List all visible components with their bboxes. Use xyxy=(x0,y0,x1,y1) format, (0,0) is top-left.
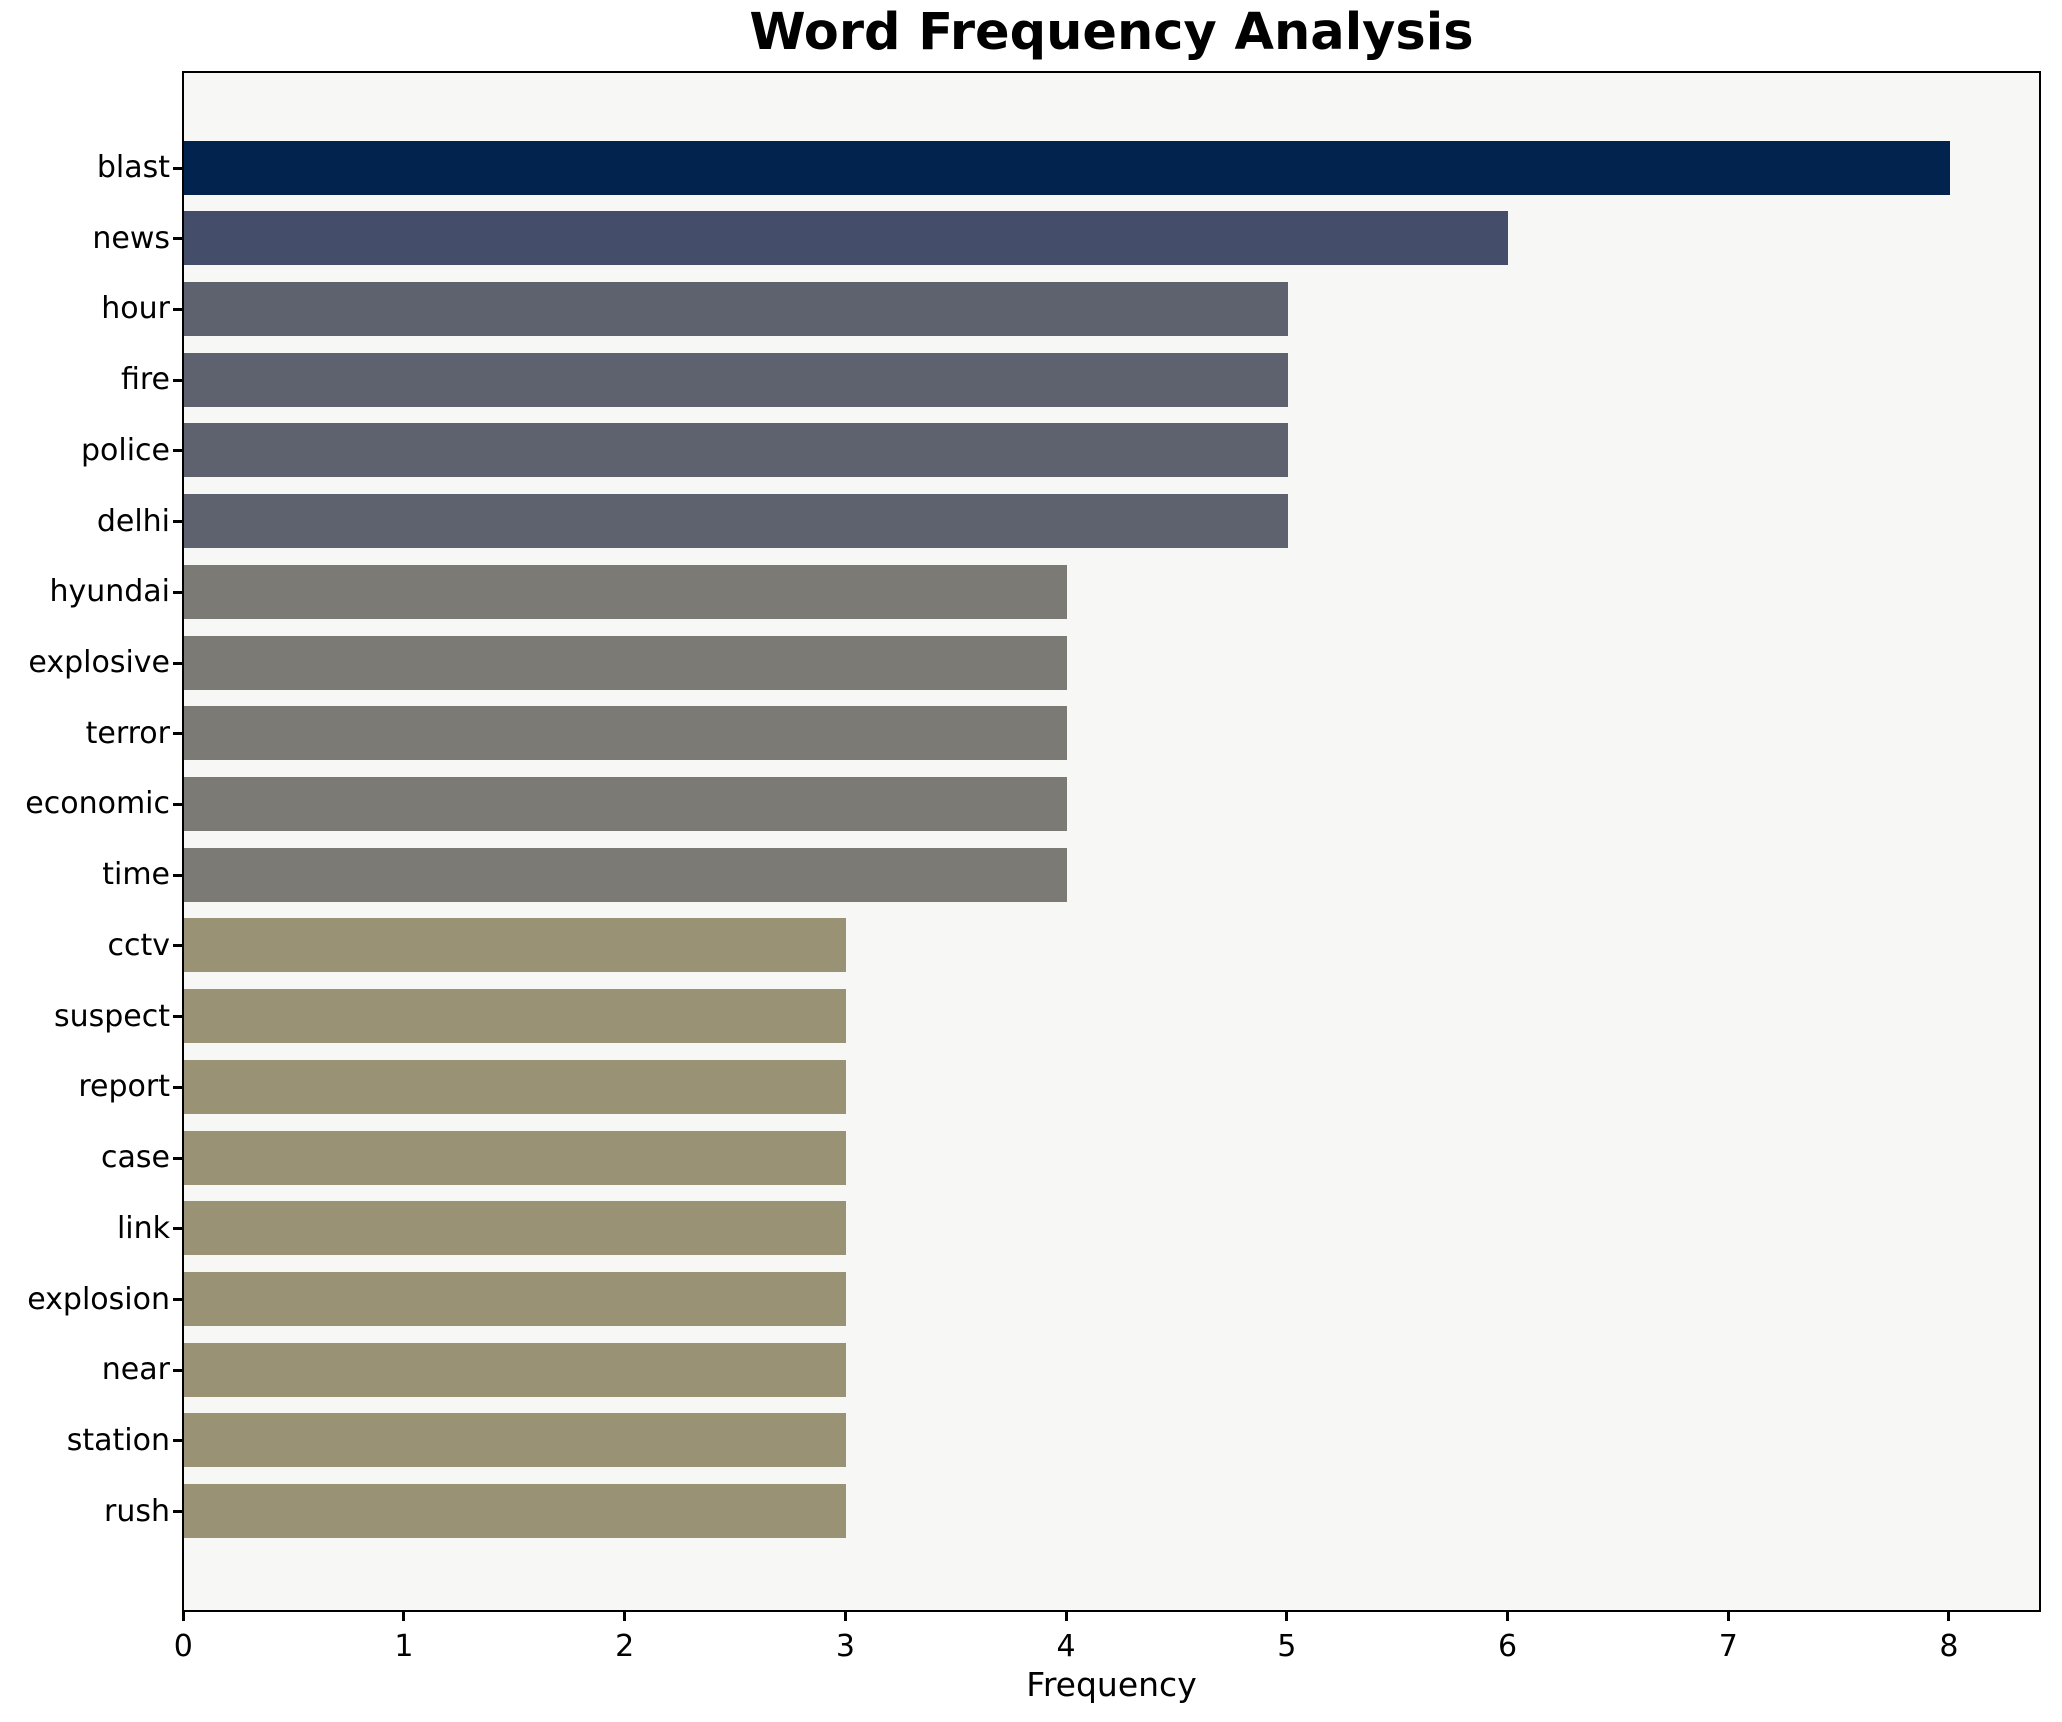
x-tick-label: 7 xyxy=(1718,1629,1738,1664)
x-tick-mark xyxy=(1064,1612,1068,1621)
plot-area xyxy=(182,71,2041,1612)
bar-blast xyxy=(184,140,1950,195)
y-tick-mark xyxy=(173,237,182,241)
y-tick-label: station xyxy=(66,1422,170,1458)
bar-explosive xyxy=(184,635,1067,690)
y-tick-mark xyxy=(173,1015,182,1019)
x-axis-label: Frequency xyxy=(1026,1665,1197,1704)
y-tick-label: terror xyxy=(85,715,170,751)
y-tick-mark xyxy=(173,944,182,948)
bar-case xyxy=(184,1130,847,1185)
y-tick-label: fire xyxy=(120,362,170,398)
y-tick-mark xyxy=(173,307,182,311)
bar-terror xyxy=(184,706,1067,761)
y-tick-label: news xyxy=(92,220,170,256)
x-tick-label: 5 xyxy=(1277,1629,1297,1664)
y-tick-mark xyxy=(173,873,182,877)
y-tick-mark xyxy=(173,1510,182,1514)
x-tick-label: 3 xyxy=(835,1629,855,1664)
x-tick-mark xyxy=(1285,1612,1289,1621)
bar-explosion xyxy=(184,1272,847,1327)
bar-station xyxy=(184,1413,847,1468)
x-tick-mark xyxy=(623,1612,627,1621)
bar-cctv xyxy=(184,918,847,973)
bar-hour xyxy=(184,281,1288,336)
bar-near xyxy=(184,1342,847,1397)
bar-suspect xyxy=(184,989,847,1044)
x-tick-mark xyxy=(1947,1612,1951,1621)
y-tick-mark xyxy=(173,1085,182,1089)
bar-hyundai xyxy=(184,564,1067,619)
y-tick-label: case xyxy=(101,1140,170,1176)
bar-link xyxy=(184,1201,847,1256)
y-tick-label: report xyxy=(78,1069,170,1105)
x-tick-mark xyxy=(1506,1612,1510,1621)
x-tick-label: 6 xyxy=(1497,1629,1518,1664)
x-tick-label: 1 xyxy=(394,1629,414,1664)
y-tick-mark xyxy=(173,166,182,170)
y-tick-label: rush xyxy=(104,1493,170,1529)
y-tick-label: economic xyxy=(25,786,170,822)
bar-fire xyxy=(184,352,1288,407)
y-tick-mark xyxy=(173,1298,182,1302)
x-tick-mark xyxy=(402,1612,406,1621)
y-tick-mark xyxy=(173,1156,182,1160)
y-tick-label: time xyxy=(102,857,170,893)
bar-news xyxy=(184,211,1509,266)
bar-delhi xyxy=(184,494,1288,549)
bar-time xyxy=(184,847,1067,902)
y-tick-mark xyxy=(173,802,182,806)
x-tick-label: 0 xyxy=(173,1629,193,1664)
x-tick-label: 2 xyxy=(615,1629,635,1664)
y-tick-mark xyxy=(173,1227,182,1231)
y-tick-label: hyundai xyxy=(49,574,170,610)
chart-title: Word Frequency Analysis xyxy=(749,3,1474,62)
y-tick-label: cctv xyxy=(107,927,170,963)
bar-report xyxy=(184,1059,847,1114)
y-tick-mark xyxy=(173,661,182,665)
y-tick-label: blast xyxy=(96,150,170,185)
y-tick-mark xyxy=(173,520,182,524)
y-tick-mark xyxy=(173,378,182,382)
y-tick-mark xyxy=(173,1439,182,1443)
bar-rush xyxy=(184,1484,847,1539)
y-tick-label: explosive xyxy=(28,645,170,681)
y-tick-label: police xyxy=(80,432,170,468)
y-tick-label: link xyxy=(116,1210,170,1246)
x-tick-label: 8 xyxy=(1939,1629,1959,1664)
y-tick-mark xyxy=(173,590,182,594)
y-tick-mark xyxy=(173,1368,182,1372)
y-tick-label: hour xyxy=(101,291,170,327)
y-tick-label: explosion xyxy=(27,1281,170,1317)
x-tick-label: 4 xyxy=(1056,1629,1076,1664)
x-tick-mark xyxy=(181,1612,185,1621)
y-tick-mark xyxy=(173,449,182,453)
bar-economic xyxy=(184,776,1067,831)
y-tick-label: delhi xyxy=(96,503,170,539)
bar-police xyxy=(184,423,1288,478)
y-tick-label: suspect xyxy=(53,998,170,1034)
y-tick-label: near xyxy=(101,1352,170,1388)
x-tick-mark xyxy=(1726,1612,1730,1621)
y-tick-mark xyxy=(173,732,182,736)
x-tick-mark xyxy=(843,1612,847,1621)
